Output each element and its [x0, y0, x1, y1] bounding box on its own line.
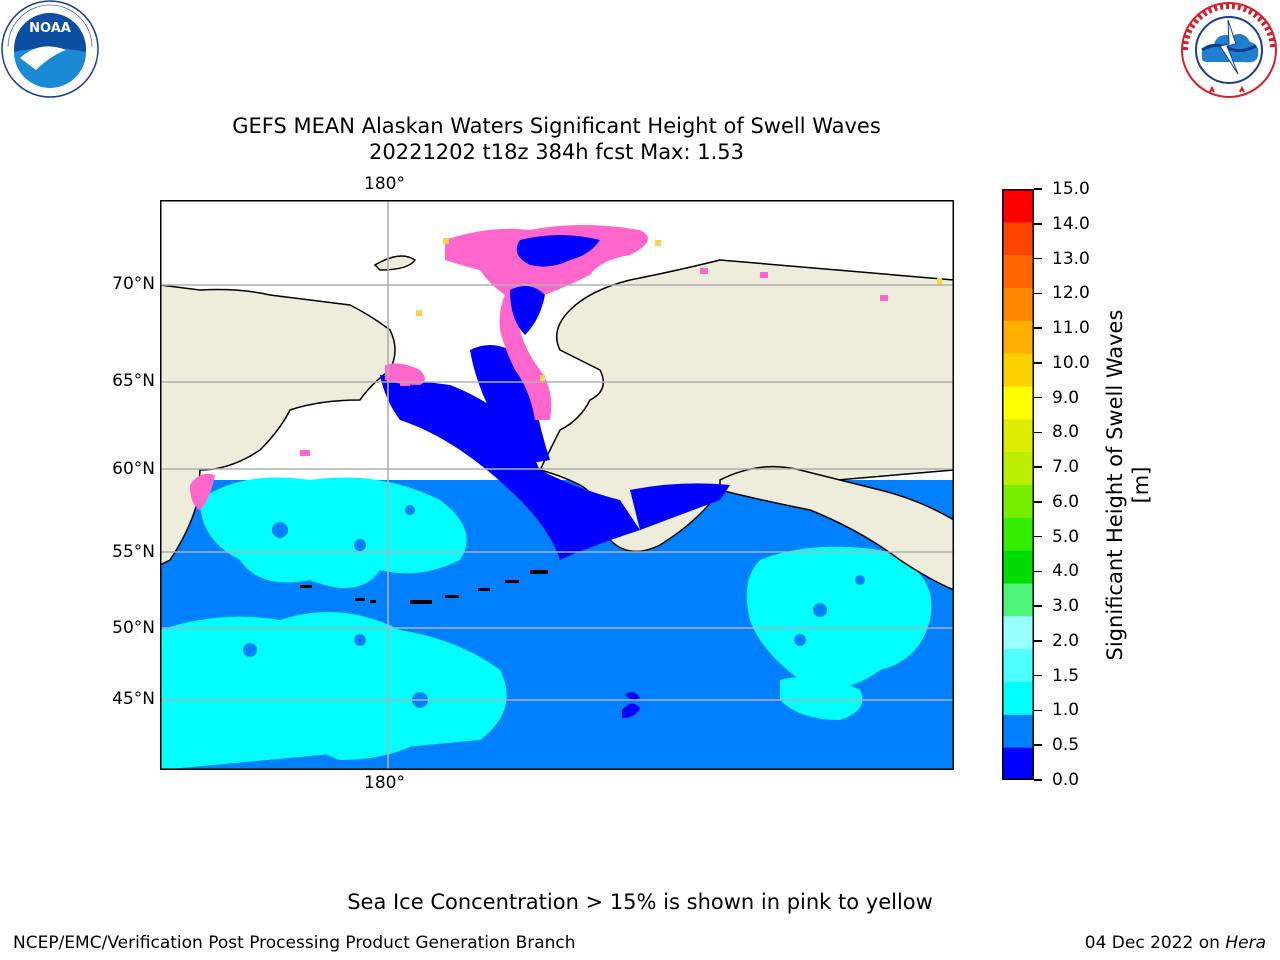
colorbar-tick-label: 0.5 [1052, 735, 1080, 756]
colorbar-tick-label: 15.0 [1052, 179, 1090, 199]
colorbar-segment [1002, 517, 1034, 551]
aleutian-islands [300, 570, 548, 604]
colorbar-segment [1002, 320, 1034, 354]
colorbar-segment [1002, 583, 1034, 617]
colorbar-tick-mark [1034, 257, 1042, 260]
colorbar-tick-label: 7.0 [1052, 457, 1080, 478]
chart-subtitle: 20221202 t18z 384h fcst Max: 1.53 [369, 140, 744, 164]
colorbar-tick-mark [1034, 570, 1042, 573]
colorbar-tick-label: 5.0 [1052, 526, 1080, 547]
noaa-logo: NOAA [0, 0, 104, 100]
colorbar-tick-mark [1034, 535, 1042, 538]
lat-label-55: 55°N [112, 542, 155, 562]
chart-title: GEFS MEAN Alaskan Waters Significant Hei… [232, 114, 881, 138]
colorbar-tick-mark [1034, 431, 1042, 434]
lat-label-65: 65°N [112, 371, 155, 391]
footer-credit: NCEP/EMC/Verification Post Processing Pr… [13, 933, 576, 953]
colorbar-tick-label: 2.0 [1052, 630, 1080, 651]
colorbar-tick-mark [1034, 466, 1042, 468]
sea-ice-core [510, 235, 600, 335]
colorbar-segment [1002, 681, 1034, 715]
colorbar-segment [1002, 714, 1034, 748]
colorbar-tick-label: 12.0 [1052, 283, 1090, 304]
colorbar-tick-label: 1.5 [1052, 665, 1080, 686]
graticule [160, 200, 954, 770]
colorbar-tick-mark [1034, 292, 1042, 295]
colorbar-segment [1002, 484, 1034, 518]
colorbar-tick-label: 13.0 [1052, 248, 1090, 269]
colorbar-tick-mark [1034, 779, 1042, 781]
colorbar-tick-mark [1034, 674, 1042, 677]
colorbar-tick-label: 1.0 [1052, 700, 1080, 721]
colorbar-segment [1002, 550, 1034, 584]
sea-ice-note: Sea Ice Concentration > 15% is shown in … [347, 890, 933, 914]
footer-machine: Hera [1225, 933, 1266, 953]
colorbar-label: Significant Height of Swell Waves [m] [1103, 309, 1153, 661]
colorbar-tick-label: 9.0 [1052, 387, 1080, 408]
colorbar-tick-label: 4.0 [1052, 561, 1080, 582]
colorbar-segment [1002, 221, 1034, 256]
colorbar-segment [1002, 451, 1034, 485]
colorbar-tick-mark [1034, 744, 1042, 746]
calm-spots [622, 692, 640, 718]
colorbar-tick-mark [1034, 327, 1042, 329]
lat-label-50: 50°N [112, 618, 155, 638]
colorbar-segment [1002, 418, 1034, 453]
colorbar-segment [1002, 747, 1034, 781]
colorbar-tick-mark [1034, 362, 1042, 364]
colorbar-tick-mark [1034, 396, 1042, 399]
colorbar-tick-mark [1034, 709, 1042, 712]
colorbar-segment [1002, 353, 1034, 387]
map-panel [160, 200, 954, 770]
colorbar-tick-mark [1034, 605, 1042, 607]
lat-label-45: 45°N [112, 689, 155, 709]
noaa-logo-text: NOAA [29, 21, 71, 36]
colorbar-segment [1002, 254, 1034, 288]
colorbar [1002, 189, 1034, 781]
colorbar-tick-mark [1034, 188, 1042, 190]
colorbar-tick-mark [1034, 640, 1042, 642]
colorbar-tick-label: 6.0 [1052, 491, 1080, 512]
footer-date-text: 04 Dec 2022 on [1084, 933, 1226, 953]
colorbar-tick-label: 0.0 [1052, 770, 1080, 790]
colorbar-tick-mark [1034, 223, 1042, 225]
lon-label-bottom: 180° [364, 773, 405, 793]
colorbar-segment [1002, 189, 1034, 223]
land [160, 255, 954, 591]
colorbar-segment [1002, 615, 1034, 650]
ice-coast [300, 268, 888, 456]
map-canvas [160, 200, 954, 770]
colorbar-segment [1002, 648, 1034, 682]
colorbar-tick-label: 8.0 [1052, 422, 1080, 443]
sea-ice-edge [416, 238, 942, 381]
lat-label-70: 70°N [112, 274, 155, 294]
nws-logo [1178, 0, 1280, 100]
lat-label-60: 60°N [112, 459, 155, 479]
colorbar-tick-label: 3.0 [1052, 596, 1080, 617]
colorbar-tick-label: 11.0 [1052, 318, 1090, 339]
colorbar-segment [1002, 386, 1034, 420]
colorbar-tick-label: 10.0 [1052, 352, 1090, 373]
sea-ice [190, 225, 648, 510]
colorbar-tick-label: 14.0 [1052, 213, 1090, 234]
colorbar-tick-mark [1034, 501, 1042, 503]
lon-label-top: 180° [364, 174, 405, 194]
colorbar-segment [1002, 287, 1034, 321]
footer-date: 04 Dec 2022 on Hera [1085, 933, 1266, 953]
